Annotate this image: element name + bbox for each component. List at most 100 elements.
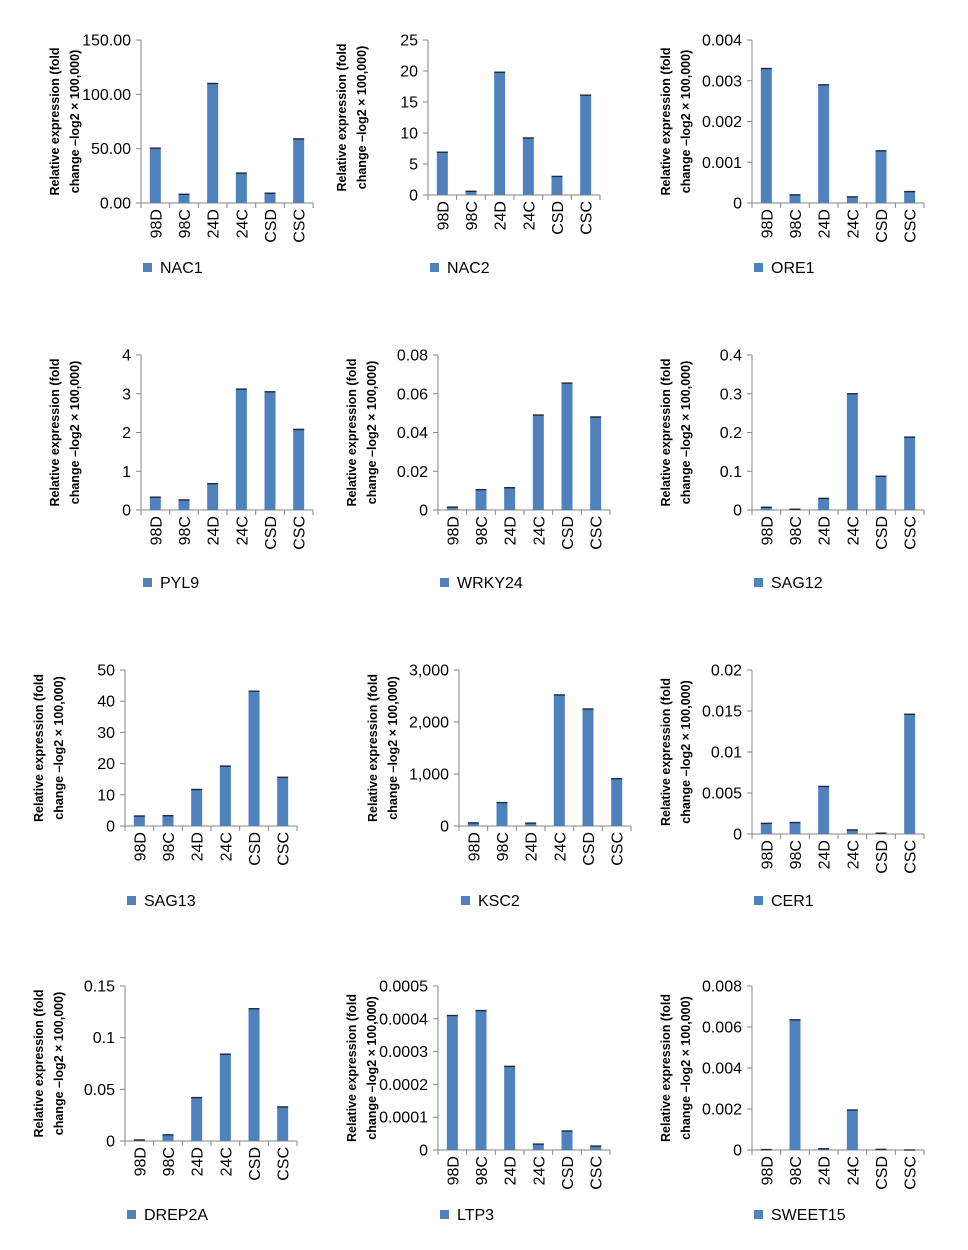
y-axis-title: Relative expression (fold	[659, 994, 673, 1142]
y-tick-label: 0.08	[397, 348, 428, 365]
bar-98c	[162, 815, 174, 826]
x-category-label: CSD	[560, 1156, 577, 1190]
x-category-label: 98D	[435, 201, 452, 230]
y-axis-title: change –log2 × 100,000)	[679, 996, 693, 1139]
bar-csd	[264, 391, 276, 510]
bar-24d	[207, 483, 219, 510]
bar-24c	[532, 415, 544, 510]
bar-csc	[293, 429, 305, 510]
chart-panel-drep2a: 0 0.05 0.1 0.15 98D 98C 24D 24C CSD CSC Relative e…	[32, 979, 298, 1224]
bar-24c	[846, 1110, 858, 1150]
x-category-label: 98D	[445, 1156, 462, 1185]
y-axis-title: change –log2 × 100,000)	[679, 680, 693, 823]
x-category-label: CSC	[579, 201, 596, 235]
x-category-label: 24C	[521, 201, 538, 230]
x-category-label: 98D	[759, 516, 776, 545]
bar-24c	[235, 173, 247, 203]
y-tick-label: 20	[400, 64, 418, 81]
bar-24d	[818, 786, 830, 834]
x-category-label: 98C	[788, 840, 805, 869]
bar-csd	[582, 709, 594, 826]
y-tick-label: 0.0005	[379, 979, 428, 996]
x-category-label: 98D	[148, 209, 165, 238]
x-category-label: CSD	[263, 516, 280, 550]
y-tick-label: 3,000	[409, 663, 449, 680]
x-category-label: CSC	[903, 209, 920, 243]
x-category-label: CSD	[581, 832, 598, 866]
x-category-label: 98C	[161, 832, 178, 861]
y-tick-label: 0.00	[100, 196, 131, 213]
x-category-label: 98D	[759, 209, 776, 238]
x-category-label: 24D	[817, 516, 834, 545]
bar-98d	[467, 822, 479, 826]
x-category-label: 98C	[788, 516, 805, 545]
x-category-label: 24D	[817, 1156, 834, 1185]
legend-label: SWEET15	[771, 1207, 846, 1224]
bar-98d	[760, 68, 772, 204]
y-tick-label: 0.4	[720, 348, 742, 365]
bar-csd	[561, 1130, 573, 1150]
y-tick-label: 0.06	[397, 386, 428, 403]
bar-24d	[504, 487, 516, 510]
y-tick-label: 4	[122, 348, 131, 365]
x-category-label: 24C	[845, 840, 862, 869]
y-tick-label: 10	[400, 126, 418, 143]
y-tick-label: 2	[122, 425, 131, 442]
x-category-label: 98C	[474, 1156, 491, 1185]
y-axis-title: change –log2 × 100,000)	[52, 992, 66, 1135]
legend-label: PYL9	[160, 575, 199, 592]
x-category-label: 24C	[845, 209, 862, 238]
x-category-label: 24C	[531, 516, 548, 545]
bar-24d	[191, 1097, 203, 1141]
legend-swatch	[754, 1210, 763, 1219]
chart-panel-sag13: 0 10 20 30 40 50 98D 98C 24D 24C CSD CSC Relative ex…	[32, 663, 298, 910]
x-category-label: CSC	[903, 1156, 920, 1190]
bar-24d	[207, 83, 219, 203]
y-axis-title: Relative expression (fold	[335, 44, 349, 192]
y-axis-title: Relative expression (fold	[366, 674, 380, 822]
chart-panel-cer1: 0 0.005 0.01 0.015 0.02 98D 98C 24D 24C CSD CSC Rel…	[659, 663, 925, 910]
x-category-label: 24C	[234, 516, 251, 545]
y-tick-label: 0.1	[93, 1030, 115, 1047]
y-tick-label: 0.002	[702, 114, 742, 131]
legend-label: DREP2A	[144, 1207, 208, 1224]
x-category-label: CSC	[292, 209, 309, 243]
x-category-label: 98D	[132, 1147, 149, 1176]
x-category-label: 24D	[493, 201, 510, 230]
legend-label: SAG12	[771, 575, 823, 592]
y-tick-label: 0.003	[702, 73, 742, 90]
bar-98d	[149, 497, 161, 510]
bar-98d	[133, 816, 145, 826]
y-tick-label: 0	[419, 503, 428, 520]
y-axis-title: change –log2 × 100,000)	[68, 361, 82, 504]
bar-24d	[818, 84, 830, 203]
bar-csc	[904, 437, 916, 510]
x-category-label: 24C	[552, 832, 569, 861]
y-tick-label: 1,000	[409, 767, 449, 784]
y-tick-label: 0	[733, 1143, 742, 1160]
x-category-label: 24C	[218, 1147, 235, 1176]
x-category-label: 98D	[466, 832, 483, 861]
y-tick-label: 0	[106, 819, 115, 836]
legend-swatch	[440, 1210, 449, 1219]
chart-panel-ore1: 0 0.001 0.002 0.003 0.004 98D 98C 24D 24C CSD CSC R…	[659, 33, 925, 277]
legend-swatch	[143, 578, 152, 587]
y-tick-label: 0	[409, 188, 418, 205]
y-tick-label: 50	[97, 663, 115, 680]
x-category-label: 98C	[177, 516, 194, 545]
legend-label: NAC1	[160, 260, 203, 277]
x-category-label: CSC	[276, 832, 293, 866]
bar-98d	[760, 507, 772, 510]
y-tick-label: 0.0003	[379, 1044, 428, 1061]
x-category-label: 98D	[759, 1156, 776, 1185]
y-tick-label: 0.005	[702, 786, 742, 803]
x-category-label: 24D	[190, 832, 207, 861]
y-tick-label: 30	[97, 725, 115, 742]
bar-csd	[875, 476, 887, 510]
x-category-label: CSD	[874, 209, 891, 243]
x-category-label: 24D	[206, 209, 223, 238]
bar-98d	[760, 823, 772, 834]
y-axis-title: Relative expression (fold	[32, 674, 46, 822]
chart-panel-ltp3: 0 0.0001 0.0002 0.0003 0.0004 0.0005 98D 98C 24D…	[345, 979, 611, 1224]
bar-24c	[846, 829, 858, 834]
